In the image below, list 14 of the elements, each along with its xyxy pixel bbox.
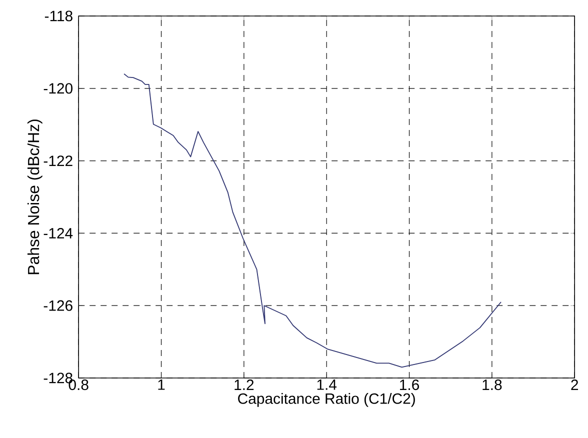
y-tick-label: -120: [44, 83, 72, 94]
line-series: [124, 73, 502, 368]
x-tick-label: 2: [571, 380, 578, 390]
y-tick-label: -118: [44, 10, 72, 22]
x-axis-title: Capacitance Ratio (C1/C2): [238, 392, 415, 407]
y-tick-label: -122: [44, 156, 72, 166]
x-tick-label: 1.4: [317, 380, 337, 390]
y-axis-title: Pahse Noise (dBc/Hz): [27, 120, 42, 274]
y-tick-label: -124: [44, 228, 73, 238]
x-tick-label: 1.2: [234, 380, 254, 390]
x-tick-label: 1.6: [400, 380, 420, 390]
x-tick-label: 1.8: [482, 380, 502, 390]
y-tick-label: -126: [44, 300, 72, 311]
x-tick-label: 1: [158, 380, 165, 390]
